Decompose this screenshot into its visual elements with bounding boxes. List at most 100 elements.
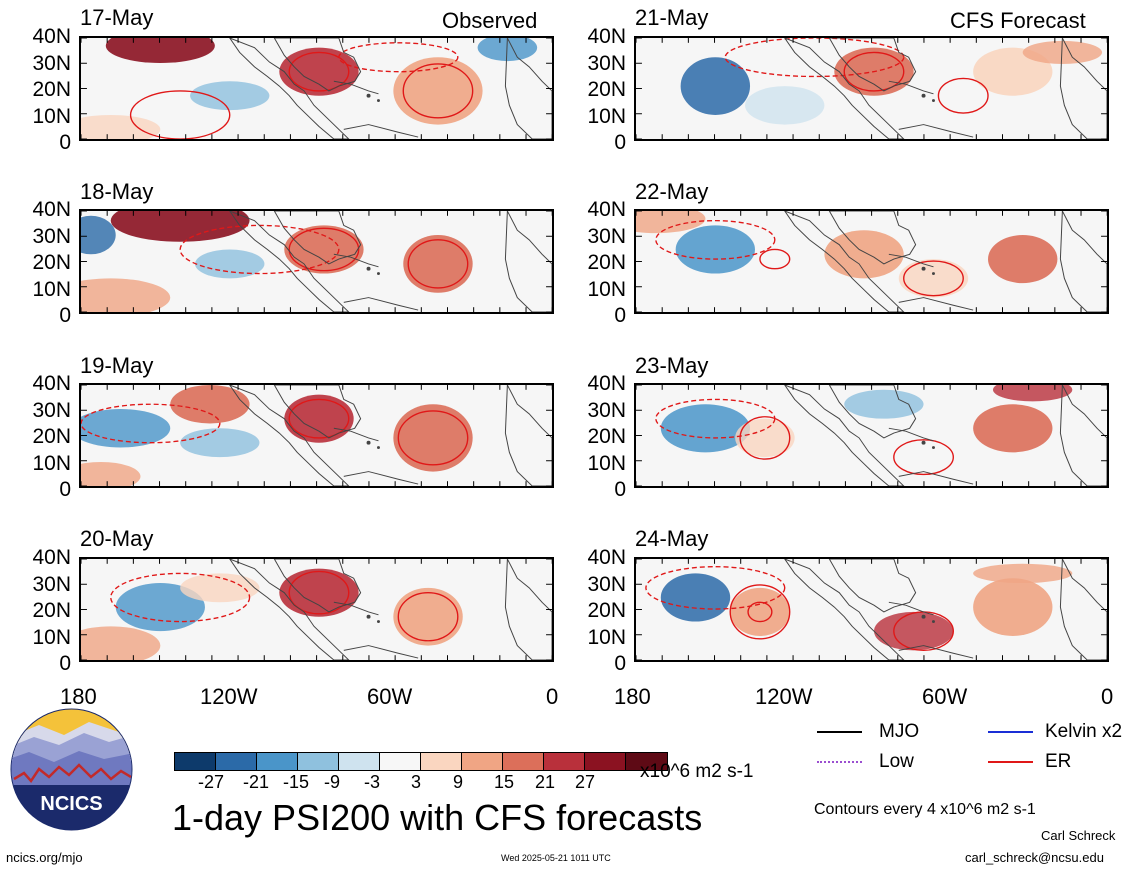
lat-tick: 20N bbox=[587, 251, 626, 274]
panel-date: 20-May bbox=[80, 526, 154, 551]
forecast-map-3 bbox=[634, 383, 1109, 488]
legend-label-er: ER bbox=[1045, 751, 1072, 772]
lon-tick-60w-left: 60W bbox=[367, 684, 413, 709]
panel-date: 18-May bbox=[80, 179, 154, 204]
observed-map-2 bbox=[79, 209, 554, 314]
panel-date: 19-May bbox=[80, 353, 154, 378]
lat-tick: 0 bbox=[614, 478, 626, 501]
colorbar-units: x10^6 m2 s-1 bbox=[640, 761, 754, 782]
observed-map-4 bbox=[79, 557, 554, 662]
lat-tick: 40N bbox=[32, 198, 71, 221]
lat-tick: 20N bbox=[32, 251, 71, 274]
lat-tick: 20N bbox=[32, 599, 71, 622]
lat-tick: 40N bbox=[32, 372, 71, 395]
lat-tick: 10N bbox=[32, 625, 71, 649]
timestamp: Wed 2025-05-21 1011 UTC bbox=[501, 853, 611, 863]
colorbar-swatch bbox=[626, 753, 667, 770]
forecast-map-2 bbox=[634, 209, 1109, 314]
legend-line-er bbox=[988, 761, 1033, 763]
colorbar-tick-label: -27 bbox=[198, 772, 225, 792]
lat-tick: 10N bbox=[32, 277, 71, 301]
page-title: 1-day PSI200 with CFS forecasts bbox=[172, 797, 703, 838]
colorbar-swatch bbox=[462, 753, 503, 770]
colorbar-tick-label: 15 bbox=[494, 772, 515, 792]
legend-line-low bbox=[817, 761, 862, 763]
observed-map-1 bbox=[79, 36, 554, 141]
lat-tick: 40N bbox=[587, 546, 626, 569]
panel-date: 23-May bbox=[635, 353, 709, 378]
lat-tick: 30N bbox=[587, 224, 626, 248]
lon-tick-120w-right: 120W bbox=[755, 684, 813, 709]
legend-label-kelvin: Kelvin x2 bbox=[1045, 721, 1123, 742]
lat-tick: 0 bbox=[614, 304, 626, 327]
lat-tick: 40N bbox=[587, 198, 626, 221]
colorbar-swatch bbox=[298, 753, 339, 770]
lat-tick: 40N bbox=[32, 546, 71, 569]
colorbar-swatch bbox=[257, 753, 298, 770]
panel-date: 21-May bbox=[635, 5, 709, 30]
lat-tick: 30N bbox=[32, 398, 71, 422]
observed-map-3 bbox=[79, 383, 554, 488]
lat-tick: 10N bbox=[587, 104, 626, 128]
lat-tick: 0 bbox=[614, 652, 626, 675]
panel-header: Observed bbox=[442, 8, 538, 33]
lat-tick: 30N bbox=[32, 572, 71, 596]
author-email: carl_schreck@ncsu.edu bbox=[965, 850, 1104, 865]
panel-header: CFS Forecast bbox=[950, 8, 1086, 33]
contour-note: Contours every 4 x10^6 m2 s-1 bbox=[814, 801, 1036, 818]
panel-date: 17-May bbox=[80, 5, 154, 30]
lon-tick-0-right: 0 bbox=[1101, 684, 1114, 709]
legend-line-kelvin bbox=[988, 731, 1033, 733]
lat-tick: 40N bbox=[587, 25, 626, 48]
lat-tick: 30N bbox=[32, 51, 71, 75]
colorbar-tick-label: -3 bbox=[364, 772, 381, 792]
panel-date: 24-May bbox=[635, 526, 709, 551]
author-name: Carl Schreck bbox=[1041, 828, 1116, 843]
colorbar-tick-label: -21 bbox=[243, 772, 270, 792]
lat-tick: 0 bbox=[614, 131, 626, 154]
colorbar-swatch bbox=[175, 753, 216, 770]
colorbar-swatch bbox=[544, 753, 585, 770]
lat-tick: 30N bbox=[32, 224, 71, 248]
lat-tick: 20N bbox=[587, 599, 626, 622]
lat-tick: 10N bbox=[32, 104, 71, 128]
lat-tick: 30N bbox=[587, 572, 626, 596]
lon-tick-120w-left: 120W bbox=[200, 684, 258, 709]
lat-tick: 10N bbox=[32, 451, 71, 475]
lat-tick: 10N bbox=[587, 277, 626, 301]
colorbar-swatch bbox=[585, 753, 626, 770]
colorbar-swatch bbox=[380, 753, 421, 770]
lat-tick: 0 bbox=[59, 131, 71, 154]
colorbar-swatch bbox=[503, 753, 544, 770]
lat-tick: 20N bbox=[32, 78, 71, 101]
lat-tick: 10N bbox=[587, 625, 626, 649]
colorbar-tick-label: -9 bbox=[324, 772, 341, 792]
lat-tick: 10N bbox=[587, 451, 626, 475]
lat-tick: 40N bbox=[32, 25, 71, 48]
forecast-map-4 bbox=[634, 557, 1109, 662]
legend-label-mjo: MJO bbox=[879, 721, 920, 742]
colorbar-tick-label: 21 bbox=[535, 772, 556, 792]
logo-text: NCICS bbox=[40, 793, 102, 815]
lon-tick-60w-right: 60W bbox=[922, 684, 968, 709]
lat-tick: 20N bbox=[587, 425, 626, 448]
colorbar bbox=[174, 752, 668, 771]
lat-tick: 0 bbox=[59, 304, 71, 327]
panel-date: 22-May bbox=[635, 179, 709, 204]
ncics-logo: NCICS bbox=[9, 707, 134, 832]
colorbar-tick-label: -15 bbox=[283, 772, 310, 792]
legend-line-mjo bbox=[817, 731, 862, 733]
lat-tick: 30N bbox=[587, 398, 626, 422]
lat-tick: 20N bbox=[587, 78, 626, 101]
colorbar-tick-label: 3 bbox=[411, 772, 422, 792]
forecast-map-1 bbox=[634, 36, 1109, 141]
lon-tick-0-left: 0 bbox=[546, 684, 559, 709]
lat-tick: 30N bbox=[587, 51, 626, 75]
site-url: ncics.org/mjo bbox=[6, 850, 83, 865]
lat-tick: 0 bbox=[59, 478, 71, 501]
colorbar-swatch bbox=[339, 753, 380, 770]
legend-label-low: Low bbox=[879, 751, 914, 772]
lat-tick: 0 bbox=[59, 652, 71, 675]
lat-tick: 40N bbox=[587, 372, 626, 395]
lon-tick-180-left: 180 bbox=[60, 684, 97, 709]
